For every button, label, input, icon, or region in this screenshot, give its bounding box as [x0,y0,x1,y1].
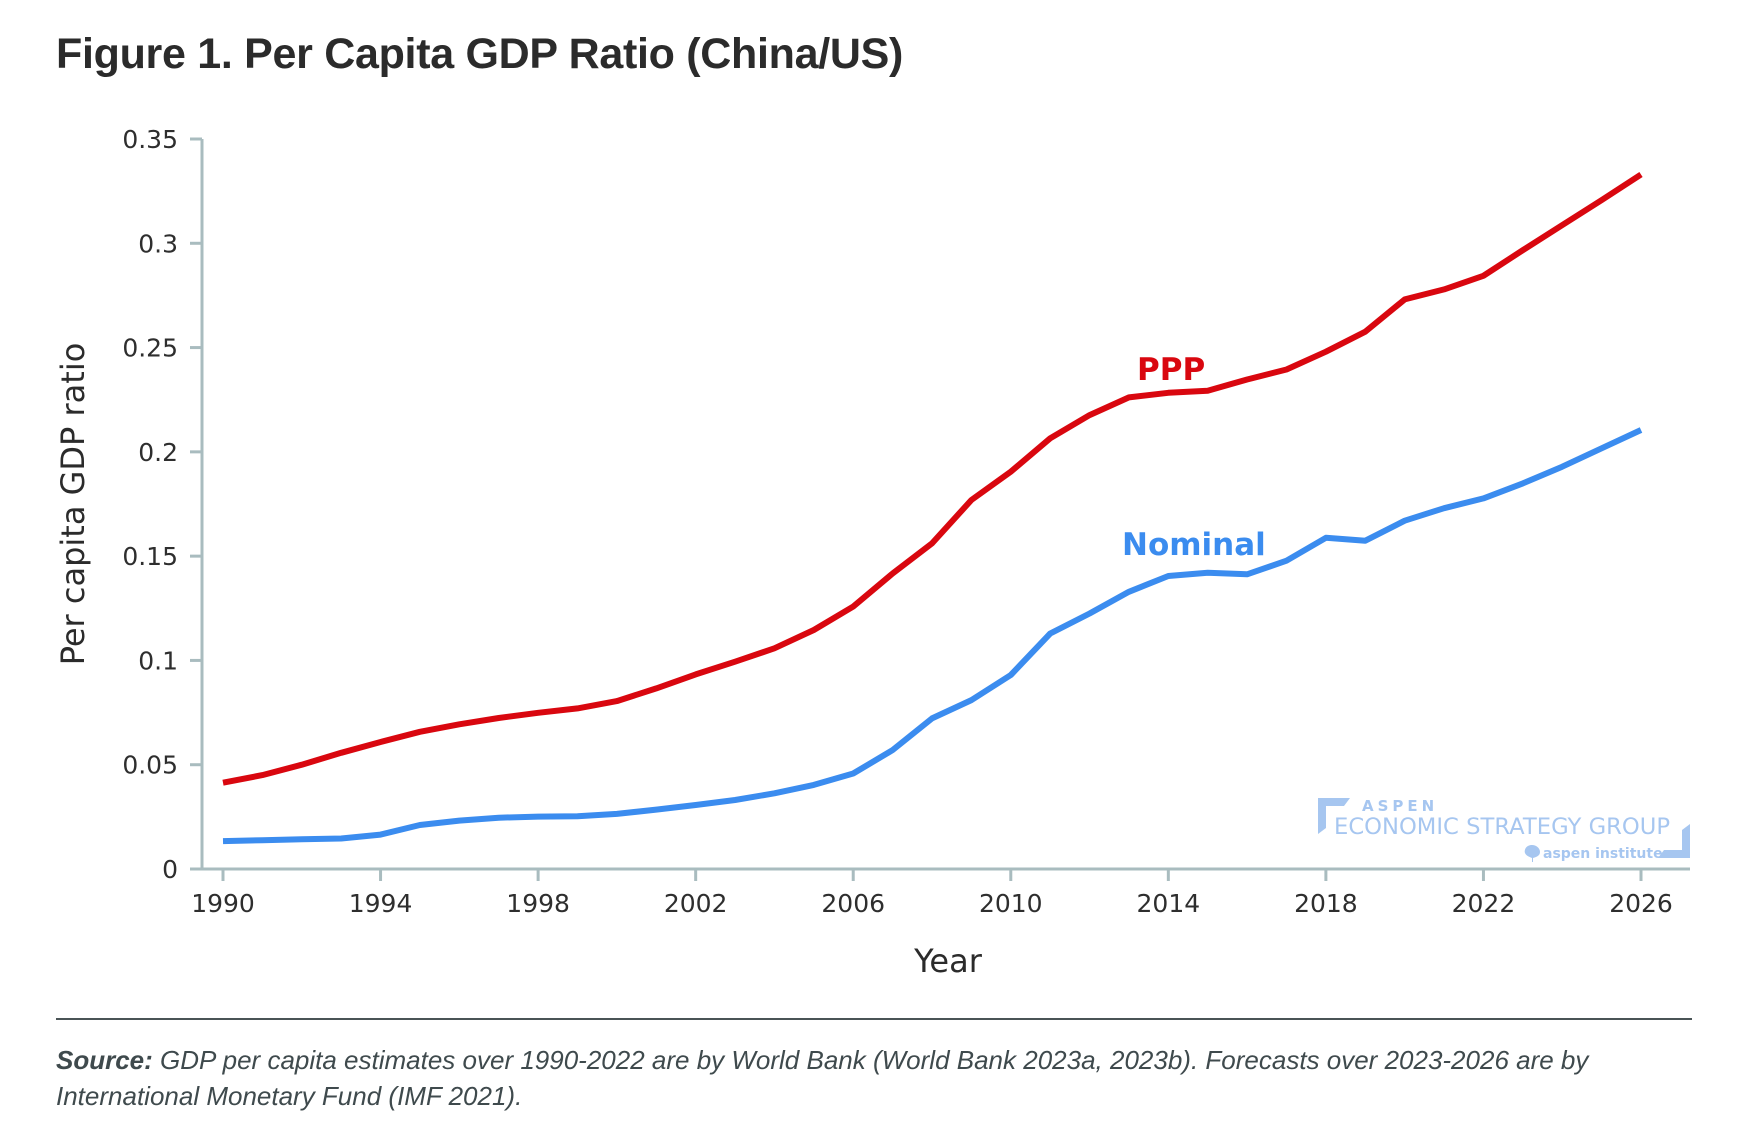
x-axis-title: Year [913,942,983,980]
figure-title: Figure 1. Per Capita GDP Ratio (China/US… [56,30,904,78]
x-tick-label: 2010 [979,889,1043,918]
labels-layer: PPP Nominal [1122,352,1266,563]
y-tick-label: 0.05 [122,751,178,780]
y-tick-label: 0.15 [122,542,178,571]
logo-bracket-right-icon [1658,824,1690,858]
axes: 0 0.05 0.1 0.15 0.2 0.25 0.3 0.35 1990 1994 1998 20… [54,125,1690,980]
x-tick-label: 2002 [664,889,728,918]
series-label-nominal: Nominal [1122,527,1266,563]
x-tick-label: 2018 [1294,889,1358,918]
y-tick-label: 0 [162,855,178,884]
source-text: GDP per capita estimates over 1990-2022 … [56,1045,1589,1111]
x-tick-label: 1994 [349,889,413,918]
aspen-leaf-icon [1524,845,1540,862]
series-line-ppp [222,171,1643,786]
y-tick-label: 0.3 [138,229,178,258]
y-tick-label: 0.1 [138,646,178,675]
y-tick-label: 0.25 [122,334,178,363]
series-label-ppp: PPP [1137,352,1205,388]
x-tick-label: 2006 [821,889,885,918]
x-tick-label: 2014 [1137,889,1201,918]
x-tick-label: 1990 [191,889,255,918]
x-tick-label: 1998 [506,889,570,918]
x-tick-label: 2022 [1452,889,1516,918]
series-layer [222,171,1643,845]
divider [56,1018,1692,1020]
source-note: Source: GDP per capita estimates over 19… [56,1042,1716,1114]
aspen-esg-logo: ASPEN ECONOMIC STRATEGY GROUP aspen inst… [1318,797,1690,862]
source-label: Source: [56,1045,153,1075]
logo-esg: ECONOMIC STRATEGY GROUP [1334,815,1670,840]
y-axis-title: Per capita GDP ratio [54,343,92,666]
logo-aspen: ASPEN [1362,797,1438,815]
series-line-nominal [222,427,1643,845]
line-chart: ASPEN ECONOMIC STRATEGY GROUP aspen inst… [54,125,1690,980]
logo-aspen-institute: aspen institute [1543,846,1663,862]
x-tick-label: 2026 [1609,889,1673,918]
y-tick-label: 0.2 [138,438,178,467]
y-tick-label: 0.35 [122,125,178,154]
logo-bracket-left-icon [1318,798,1350,834]
